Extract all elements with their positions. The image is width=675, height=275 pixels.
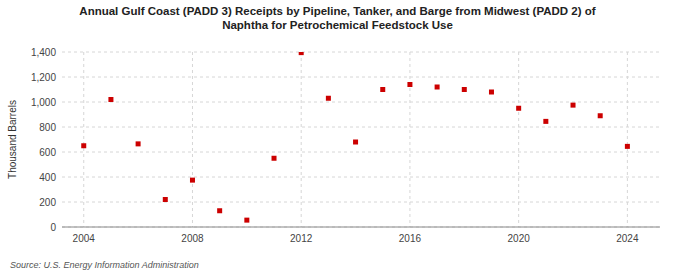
y-tick-label: 1,400 (31, 47, 56, 58)
x-tick-label: 2008 (181, 233, 204, 244)
y-grid-line (62, 152, 660, 153)
point (543, 119, 548, 124)
x-grid-line (301, 52, 302, 227)
x-tick-label: 2024 (616, 233, 639, 244)
point (571, 103, 576, 108)
chart: Annual Gulf Coast (PADD 3) Receipts by P… (0, 0, 675, 275)
x-grid-line (627, 52, 628, 227)
point (217, 208, 222, 213)
point (353, 140, 358, 145)
y-axis-label: Thousand Barrels (7, 100, 18, 179)
point (163, 197, 168, 202)
point (489, 90, 494, 95)
y-tick-label: 400 (39, 172, 56, 183)
y-tick-label: 800 (39, 122, 56, 133)
annotation: Source: U.S. Energy Information Administ… (10, 260, 199, 270)
x-tick-label: 2016 (399, 233, 422, 244)
x-grid-line (83, 52, 84, 227)
point (190, 178, 195, 183)
point (108, 97, 113, 102)
point (299, 52, 304, 55)
y-tick-label: 0 (50, 222, 56, 233)
y-grid-line (62, 102, 660, 103)
x-grid-line (192, 52, 193, 227)
x-tick-label: 2012 (290, 233, 313, 244)
point (81, 143, 86, 148)
axes: 0 200 400 600 800 1,000 1,200 1,400 2004 2008 2012… (31, 47, 660, 244)
x-grid-line (409, 52, 410, 227)
x-axis-line (62, 227, 660, 228)
point (598, 113, 603, 118)
y-grid-line (62, 77, 660, 78)
points (81, 52, 630, 223)
point (462, 87, 467, 92)
point (380, 87, 385, 92)
y-grid-line (62, 127, 660, 128)
x-grid-line (518, 52, 519, 227)
point (435, 85, 440, 90)
point (516, 106, 521, 111)
y-tick-label: 1,000 (31, 97, 56, 108)
point (244, 218, 249, 223)
y-tick-label: 1,200 (31, 72, 56, 83)
point (136, 141, 141, 146)
y-grid-line (62, 52, 660, 53)
y-grid-line (62, 202, 660, 203)
point (326, 96, 331, 101)
point (625, 144, 630, 149)
point (272, 156, 277, 161)
x-tick-label: 2020 (508, 233, 531, 244)
x-tick-label: 2004 (73, 233, 96, 244)
grid (62, 52, 660, 227)
point (407, 82, 412, 87)
y-tick-label: 600 (39, 147, 56, 158)
y-tick-label: 200 (39, 197, 56, 208)
y-grid-line (62, 227, 660, 228)
y-grid-line (62, 177, 660, 178)
title: Annual Gulf Coast (PADD 3) Receipts by P… (79, 5, 595, 31)
